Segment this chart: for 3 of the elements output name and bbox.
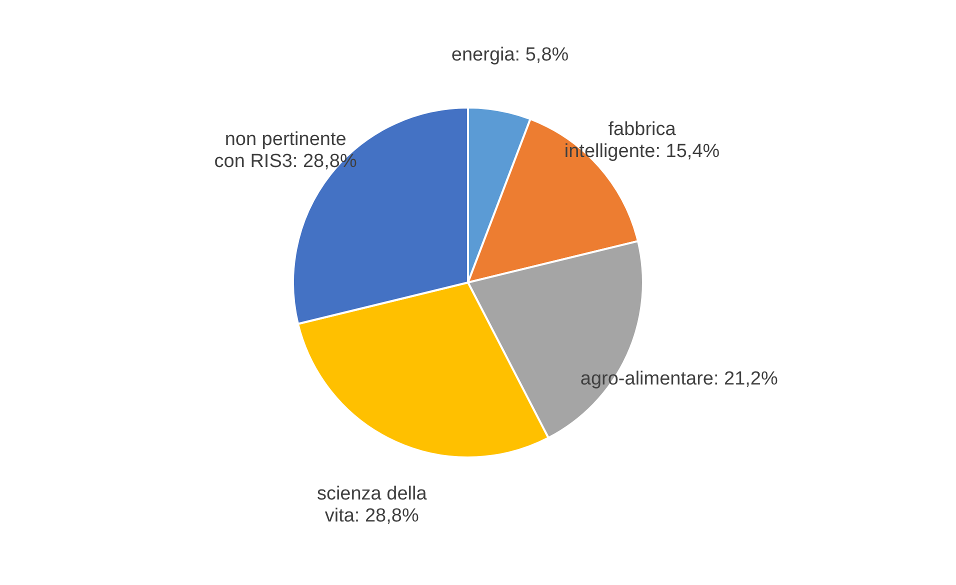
slice-label: agro-alimentare: 21,2% [580,368,778,390]
slice-label: scienza della vita: 28,8% [316,484,428,527]
slice-label: energia: 5,8% [451,44,569,66]
